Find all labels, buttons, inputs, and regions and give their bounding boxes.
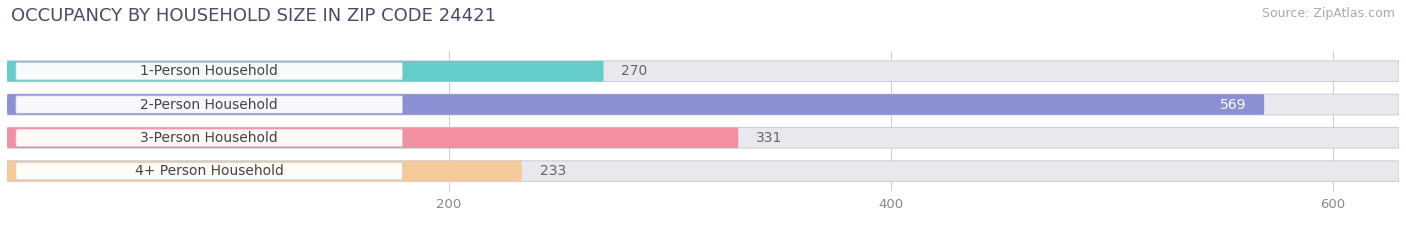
FancyBboxPatch shape [7, 61, 603, 82]
Text: OCCUPANCY BY HOUSEHOLD SIZE IN ZIP CODE 24421: OCCUPANCY BY HOUSEHOLD SIZE IN ZIP CODE … [11, 7, 496, 25]
FancyBboxPatch shape [15, 96, 402, 113]
FancyBboxPatch shape [15, 162, 402, 180]
Text: Source: ZipAtlas.com: Source: ZipAtlas.com [1261, 7, 1395, 20]
Text: 331: 331 [756, 131, 782, 145]
FancyBboxPatch shape [7, 161, 522, 182]
FancyBboxPatch shape [7, 127, 1399, 148]
FancyBboxPatch shape [7, 94, 1264, 115]
Text: 233: 233 [540, 164, 565, 178]
Text: 4+ Person Household: 4+ Person Household [135, 164, 284, 178]
FancyBboxPatch shape [15, 129, 402, 147]
Text: 270: 270 [621, 64, 648, 78]
Text: 2-Person Household: 2-Person Household [141, 98, 278, 112]
FancyBboxPatch shape [15, 63, 402, 80]
Text: 3-Person Household: 3-Person Household [141, 131, 278, 145]
Text: 569: 569 [1220, 98, 1247, 112]
FancyBboxPatch shape [7, 61, 1399, 82]
FancyBboxPatch shape [7, 94, 1399, 115]
FancyBboxPatch shape [7, 161, 1399, 182]
FancyBboxPatch shape [7, 127, 738, 148]
Text: 1-Person Household: 1-Person Household [141, 64, 278, 78]
